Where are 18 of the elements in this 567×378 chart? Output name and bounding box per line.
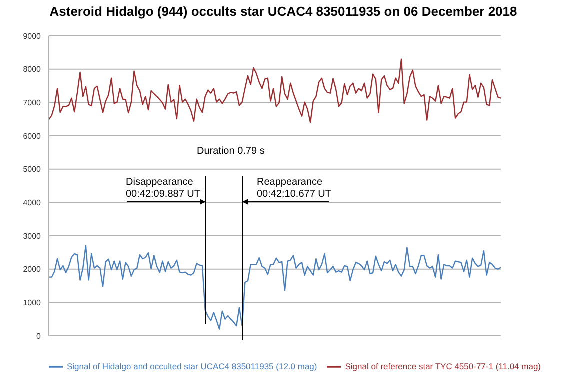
legend-label: Signal of reference star TYC 4550-77-1 (11.04 mag)	[345, 361, 542, 372]
y-tick-label: 7000	[23, 98, 42, 108]
y-tick-label: 4000	[23, 198, 42, 208]
line-series	[48, 58, 502, 124]
y-tick-label: 9000	[23, 32, 42, 41]
annotation: Reappearance 00:42:10.677 UT	[257, 177, 332, 201]
y-tick-label: 3000	[23, 232, 42, 241]
chart-title: Asteroid Hidalgo (944) occults star UCAC4 835011935 on 06 December 2018	[48, 4, 518, 19]
y-tick-label: 2000	[23, 265, 42, 274]
y-tick-label: 1000	[23, 298, 42, 308]
y-tick-label: 5000	[23, 165, 42, 174]
legend-label: Signal of Hidalgo and occulted star UCAC4 835011935 (12.0 mag)	[66, 361, 318, 372]
annotation: Disappearance 00:42:09.887 UT	[126, 177, 200, 201]
line-series	[48, 245, 502, 330]
y-tick-label: 6000	[23, 132, 42, 141]
annotation: Duration 0.79 s	[197, 146, 265, 158]
y-tick-label: 8000	[23, 65, 42, 74]
y-tick-label: 0	[36, 332, 42, 341]
